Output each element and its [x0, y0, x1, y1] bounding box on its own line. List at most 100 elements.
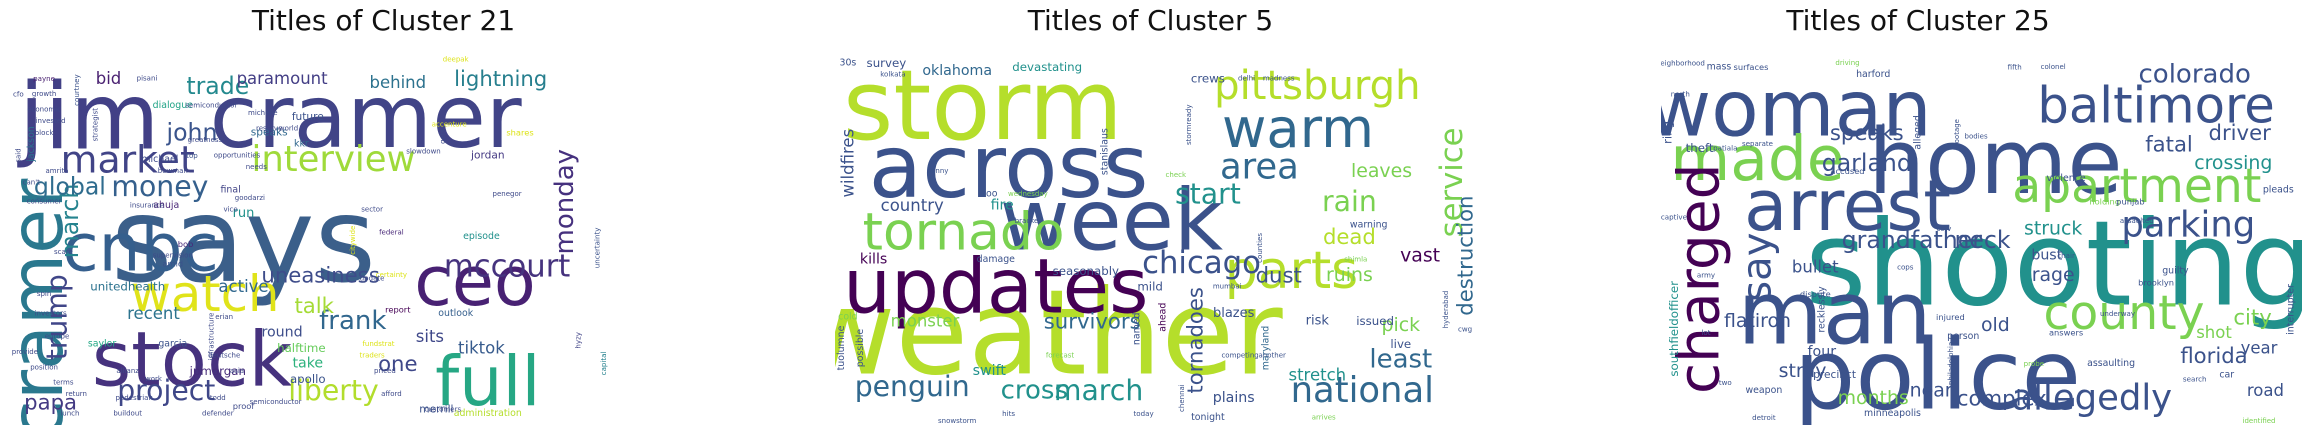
word-service: service [1435, 127, 1470, 237]
word-mass: mass [1707, 62, 1732, 73]
word-consumer: consumer [27, 198, 62, 206]
word-march: march [56, 184, 84, 259]
word-woman: woman [1661, 64, 1932, 154]
word-kills: kills [860, 251, 887, 267]
word-counties: counties [1255, 233, 1264, 263]
word-monday: monday [550, 149, 580, 255]
word-unitedhealth: unitedhealth [90, 279, 165, 293]
word-check: check [1166, 171, 1187, 179]
word-dialogue: dialogue [153, 100, 194, 111]
word-lunch: lunch [60, 409, 79, 417]
word-car: car [2219, 369, 2234, 380]
word-blazes: blazes [1213, 306, 1255, 321]
word-vice: vice [223, 205, 237, 213]
word-risk: risk [1306, 314, 1330, 329]
word-30s: 30s [839, 58, 856, 69]
wordcloud-panel-2: Titles of Cluster 5 weather storm across we… [767, 0, 1534, 435]
word-goodarzi: goodarzi [235, 194, 265, 202]
word-penegor: penegor [493, 190, 522, 198]
word-tuolumne: tuolumne [836, 325, 847, 370]
word-colorado: colorado [2139, 60, 2251, 90]
word-tornadoes: tornadoes [1183, 287, 1208, 394]
word-paramount: paramount [237, 69, 329, 88]
word-kkr: kkr [294, 139, 309, 150]
word-invested: invested [36, 117, 66, 125]
word-dust: dust [1256, 262, 1302, 287]
word-assaulted: assaulted [2120, 217, 2154, 225]
word-hits: hits [1002, 409, 1015, 418]
word-answers: answers [2049, 328, 2083, 338]
word-interview: interview [252, 139, 416, 180]
word-liberty: liberty [288, 374, 379, 407]
word-deepak: deepak [443, 55, 470, 63]
word-run: run [233, 206, 255, 221]
word-bid: bid [96, 69, 122, 88]
word-said: said [14, 148, 22, 162]
word-stock: stock [92, 316, 293, 404]
word-cnbc: cnbc [62, 209, 219, 286]
word-full: full [435, 343, 540, 422]
word-allegedly: allegedly [2011, 378, 2172, 419]
word-stretch: stretch [1288, 365, 1346, 384]
wordcloud-area: says jim cramer cramer stock cnbc ceo full watch… [12, 40, 655, 425]
word-semiconductor: semiconductor [250, 398, 302, 406]
chart-title: Titles of Cluster 21 [251, 4, 516, 37]
word-country: country [881, 196, 944, 215]
word-infrastructure: infrastructure [207, 313, 215, 361]
word-brooklyn: brooklyn [2138, 278, 2174, 288]
word-chair: chair [2057, 251, 2075, 260]
word-lightning: lightning [454, 66, 547, 91]
word-march: march [1054, 374, 1143, 407]
word-neighborhood: neighborhood [1661, 59, 1705, 68]
word-driving: driving [1835, 59, 1859, 67]
word-cwg: cwg [1458, 324, 1472, 333]
word-cramer: cramer [12, 178, 80, 425]
word-start: start [1175, 178, 1241, 211]
word-punjab: punjab [2116, 197, 2144, 207]
word-jackson: jackson [26, 126, 37, 163]
word-competing: competing [1221, 352, 1258, 360]
word-captive: captive [1661, 213, 1687, 222]
word-courtney: courtney [72, 74, 81, 106]
word-shooting: shooting [1805, 194, 2302, 332]
word-bust: bust [2031, 248, 2062, 264]
word-sunny: sunny [927, 167, 948, 175]
word-issued: issued [1356, 314, 1394, 328]
word-theft: theft [1686, 141, 1714, 155]
word-fatal: fatal [2145, 132, 2193, 157]
word-southfieldofficer: southfieldofficer [1667, 281, 1681, 377]
word-garland: garland [1822, 149, 1912, 177]
word-cramer: cramer [210, 66, 522, 168]
word-michael: michael [141, 154, 178, 165]
word-semiconductor: semiconductor [185, 102, 237, 110]
word-oklahoma: oklahoma [922, 63, 992, 79]
word-two: two [1719, 378, 1732, 387]
word-shimla: shimla [1344, 255, 1367, 263]
word-federal: federal [379, 229, 404, 237]
word-crossing: crossing [2194, 152, 2272, 174]
word-block: block [35, 128, 55, 137]
word-john: john [166, 118, 218, 146]
word-madness: madness [1263, 75, 1295, 83]
word-identified: identified [2243, 417, 2276, 425]
word-apartment: apartment [2012, 159, 2261, 214]
word-afford: afford [381, 390, 402, 398]
word-spin: spin [37, 290, 51, 298]
word-mild: mild [1137, 279, 1163, 293]
word-flatiron: flatiron [1724, 310, 1791, 332]
word-mccourt: mccourt [444, 250, 571, 285]
word-can-t: can't [23, 178, 40, 186]
word-florida: florida [2180, 343, 2247, 368]
word-investors: investors [35, 309, 67, 317]
word-world: world [279, 125, 298, 133]
word-patiala: patiala [1713, 143, 1737, 152]
word-apollo: apollo [290, 372, 326, 386]
word-possible: possible [855, 329, 866, 368]
word-army: army [1697, 270, 1715, 279]
word-papa: papa [24, 389, 77, 414]
word-cross: cross [1001, 375, 1068, 405]
word-forecast: forecast [1046, 352, 1075, 360]
word-recklessly: recklessly [1816, 286, 1827, 333]
